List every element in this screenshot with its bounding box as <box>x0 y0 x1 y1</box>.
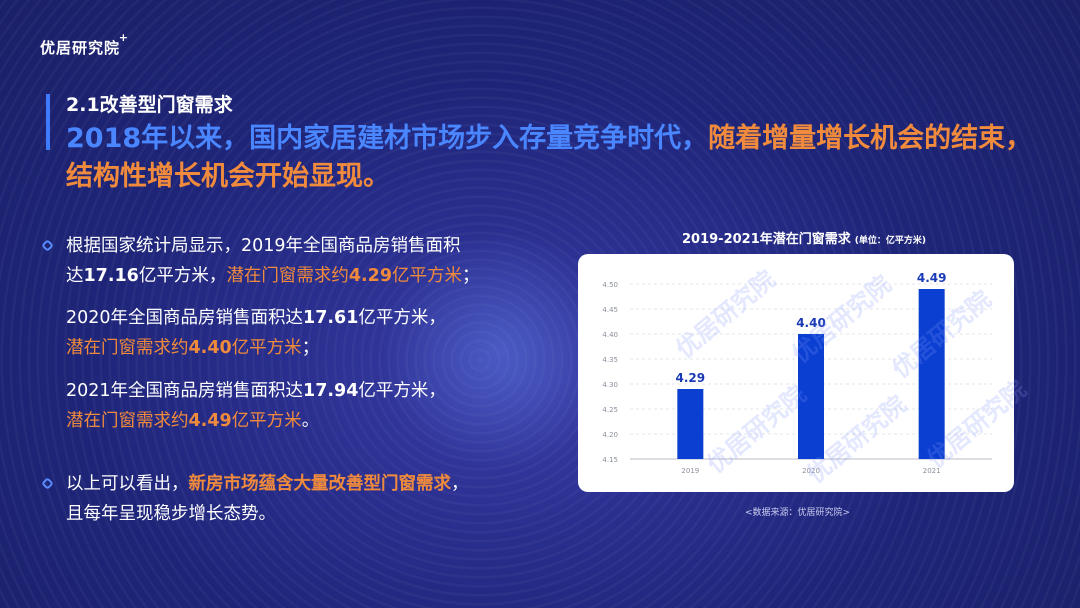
p1-area-number: 17.16 <box>83 266 139 286</box>
x-tick-label: 2021 <box>923 467 941 475</box>
p4-text-comma: ， <box>451 474 469 494</box>
paragraph-2021: 2021年全国商品房销售面积达17.94亿平方米， 潜在门窗需求约4.49亿平方… <box>66 376 536 436</box>
bullet-icon <box>41 239 54 252</box>
p2-text-end: ； <box>301 338 320 358</box>
headline-part1: 2018年以来，国内家居建材市场步入存量竞争时代， <box>66 123 709 154</box>
chart-title: 2019-2021年潜在门窗需求 <box>682 232 851 247</box>
bar-chart: 4.50 4.45 4.40 4.35 4.30 4.25 4.20 4.15 4.29 2019… <box>602 271 992 475</box>
y-tick-label: 4.50 <box>602 281 618 289</box>
y-tick-label: 4.20 <box>602 431 618 439</box>
paragraph-2019: 根据国家统计局显示，2019年全国商品房销售面积 达17.16亿平方米，潜在门窗… <box>66 231 536 291</box>
y-tick-label: 4.30 <box>602 381 618 389</box>
chart-title-block: 2019-2021年潜在门窗需求 (单位：亿平方米) <box>682 228 926 247</box>
y-tick-label: 4.15 <box>602 456 618 464</box>
data-label: 4.49 <box>917 271 947 285</box>
p3-area-number: 17.94 <box>303 381 359 401</box>
y-tick-label: 4.45 <box>602 306 618 314</box>
x-tick-label: 2019 <box>681 467 699 475</box>
p1-text-b: 达 <box>66 266 84 286</box>
data-source: <数据来源：优居研究院> <box>745 508 851 518</box>
brand-logo: 优居研究院 + <box>40 31 128 58</box>
chart-unit-label: (单位：亿平方米) <box>854 236 926 246</box>
headline: 2018年以来，国内家居建材市场步入存量竞争时代，随着增量增长机会的结束， 结构… <box>66 120 1056 196</box>
p3-highlight-a: 潜在门窗需求约 <box>66 411 189 431</box>
p1-highlight-a: 潜在门窗需求约 <box>226 266 349 286</box>
p1-text-end: ； <box>462 266 480 286</box>
p2-highlight-a: 潜在门窗需求约 <box>66 338 189 358</box>
p2-area-number: 17.61 <box>303 308 359 328</box>
title-accent-bar <box>46 94 50 150</box>
p2-highlight-b: 亿平方米 <box>231 338 302 358</box>
bar <box>918 289 945 459</box>
paragraph-2020: 2020年全国商品房销售面积达17.61亿平方米， 潜在门窗需求约4.40亿平方… <box>66 303 536 363</box>
p3-text-a: 2021年全国商品房销售面积达 <box>66 381 304 401</box>
p1-text-a: 根据国家统计局显示，2019年全国商品房销售面积 <box>66 236 461 256</box>
chart-card: 4.50 4.45 4.40 4.35 4.30 4.25 4.20 4.15 4.29 2019… <box>578 254 1014 492</box>
p1-highlight-b: 亿平方米 <box>392 266 463 286</box>
p1-text-c: 亿平方米， <box>138 266 227 286</box>
y-tick-label: 4.40 <box>602 331 618 339</box>
logo-text: 优居研究院 <box>40 39 121 57</box>
p1-demand-number: 4.29 <box>348 266 393 286</box>
p4-text-b: 且每年呈现稳步增长态势。 <box>66 504 276 524</box>
bullet-icon <box>41 477 54 490</box>
p3-demand-number: 4.49 <box>188 411 232 431</box>
p3-highlight-b: 亿平方米 <box>231 411 302 431</box>
p3-text-b: 亿平方米， <box>358 381 446 401</box>
y-tick-label: 4.35 <box>602 356 618 364</box>
data-label: 4.40 <box>796 316 826 330</box>
paragraph-conclusion: 以上可以看出，新房市场蕴含大量改善型门窗需求， 且每年呈现稳步增长态势。 <box>66 469 536 529</box>
headline-part2: 随着增量增长机会的结束， <box>708 123 1033 154</box>
headline-part3: 结构性增长机会开始显现。 <box>66 161 390 192</box>
p3-text-end: 。 <box>301 411 320 431</box>
y-tick-label: 4.25 <box>602 406 618 414</box>
bar <box>798 334 824 459</box>
section-subtitle: 2.1改善型门窗需求 <box>66 94 233 116</box>
bar <box>677 389 704 459</box>
data-label: 4.29 <box>676 371 706 385</box>
logo-plus: + <box>118 31 130 44</box>
p2-demand-number: 4.40 <box>188 338 232 358</box>
p2-text-a: 2020年全国商品房销售面积达 <box>66 308 304 328</box>
x-tick-label: 2020 <box>802 467 820 475</box>
p4-text-a: 以上可以看出， <box>66 474 189 494</box>
p4-highlight: 新房市场蕴含大量改善型门窗需求 <box>188 474 452 494</box>
p2-text-b: 亿平方米， <box>358 308 446 328</box>
